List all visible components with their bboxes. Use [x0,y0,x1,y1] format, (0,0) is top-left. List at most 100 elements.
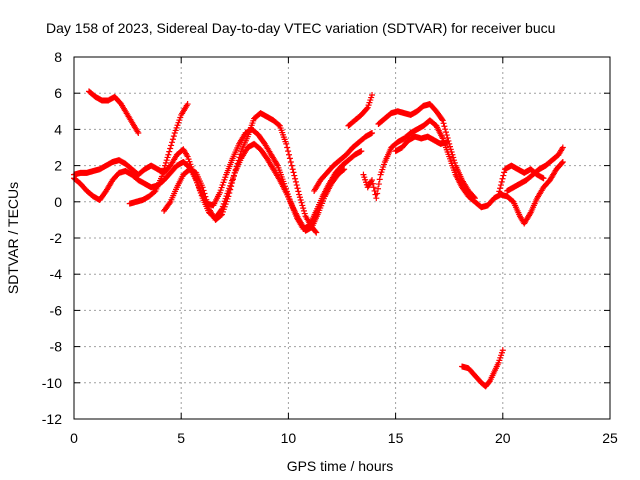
data-point [289,166,296,173]
data-point [496,188,503,195]
data-point [287,158,294,165]
data-point [229,179,236,186]
axis-ticks [73,56,611,420]
x-tick-label: 10 [281,430,297,446]
data-point [295,188,302,195]
data-point [160,168,167,175]
data-point [229,176,236,183]
y-tick-label: -10 [42,375,62,391]
data-point [205,202,212,209]
x-tick-label: 5 [177,430,185,446]
data-point [448,149,455,156]
data-point [373,195,380,202]
data-point [358,148,365,155]
data-point [443,132,450,139]
data-point [166,148,173,155]
data-point [296,191,303,198]
data-point [225,193,232,200]
data-point [441,123,448,130]
data-point [526,211,533,218]
data-point [162,162,169,169]
data-point [499,347,506,354]
data-point [201,190,208,197]
y-tick-label: 2 [54,158,62,174]
data-point [288,162,295,169]
y-tick-label: 6 [54,85,62,101]
data-point [290,169,297,176]
data-point [199,184,206,191]
data-point [164,154,171,161]
data-point [369,180,376,187]
data-point [232,166,239,173]
series-track [392,133,451,155]
data-point [449,151,456,158]
data-point [341,166,348,173]
series-track [161,110,320,236]
data-point [559,144,566,151]
data-point [471,194,478,201]
data-point [300,205,307,212]
data-point [440,120,447,127]
data-point [273,161,280,168]
data-point [204,199,211,206]
y-tick-label: 4 [54,121,62,137]
data-point [369,92,376,99]
data-point [442,126,449,133]
data-point [165,151,172,158]
data-point [169,136,176,143]
data-point [363,105,370,112]
y-tick-label: -8 [50,339,63,355]
data-point [298,199,305,206]
data-point [226,190,233,197]
data-point [275,122,282,129]
data-point [369,177,376,184]
data-point [313,229,320,236]
data-point [231,169,238,176]
data-point [375,181,382,188]
series-track [311,130,376,194]
data-point [291,172,298,179]
data-point [168,142,175,149]
data-point [442,129,449,136]
series-track [504,144,566,194]
data-point [340,166,347,173]
data-point [300,207,307,214]
data-point [283,140,290,147]
series-track [126,101,191,207]
series-track [375,101,478,202]
data-point [495,191,502,198]
series-track [71,140,348,234]
data-point [292,175,299,182]
data-point [498,178,505,185]
data-point [296,194,303,201]
y-axis-label: SDTVAR / TECUs [5,182,21,294]
grid [74,57,610,419]
data-point [170,133,177,140]
data-point [450,154,457,161]
data-point [451,159,458,166]
y-tick-label: -6 [50,302,63,318]
data-point [447,146,454,153]
data-point [158,173,165,180]
data-point [293,182,300,189]
data-point [200,187,207,194]
data-point [376,176,383,183]
data-point [501,169,508,176]
data-point [439,117,446,124]
data-point [230,173,237,180]
data-point [237,151,244,158]
data-point [369,130,376,137]
data-point [227,186,234,193]
data-point [202,193,209,200]
data-point [540,175,547,182]
data-point [312,228,319,235]
data-point [299,202,306,209]
chart-title: Day 158 of 2023, Sidereal Day-to-day VTE… [46,20,555,36]
x-tick-label: 20 [495,430,511,446]
data-point [203,196,210,203]
x-tick-label: 0 [70,430,78,446]
x-tick-labels: 0 5 10 15 20 25 [70,430,618,446]
y-tick-label: -12 [42,411,62,427]
data-point [285,148,292,155]
